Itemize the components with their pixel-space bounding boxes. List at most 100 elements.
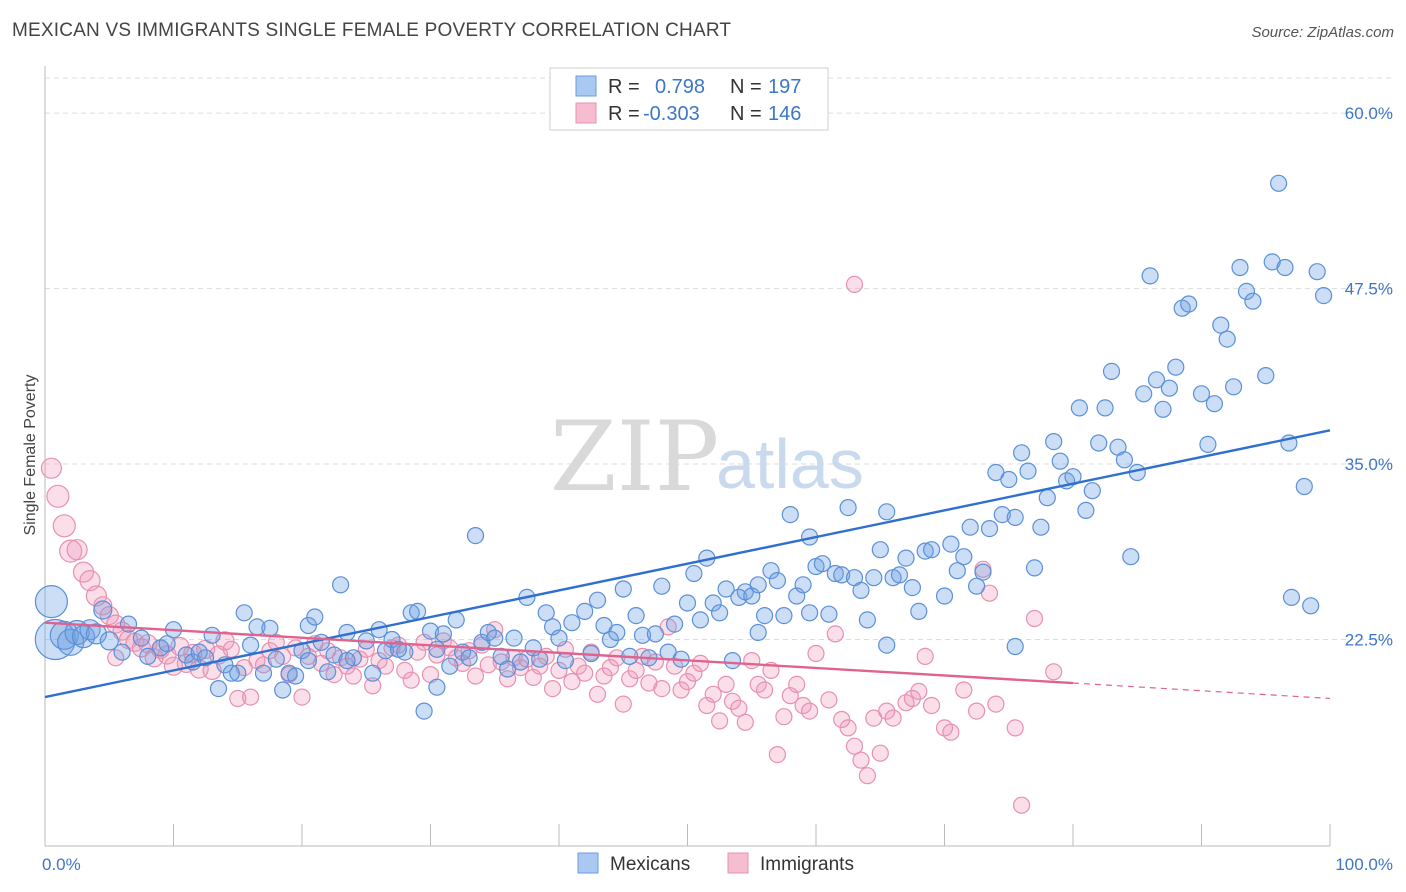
immigrants-point-71 [499, 670, 517, 688]
immigrants-point-97 [665, 657, 684, 675]
mexicans-point-167 [1205, 395, 1224, 413]
chart-title: MEXICAN VS IMMIGRANTS SINGLE FEMALE POVE… [12, 20, 732, 41]
immigrants-point-79 [550, 661, 568, 680]
mexicans-point-190 [274, 681, 292, 699]
immigrants-point-76 [531, 657, 549, 675]
trend-line-mexicans [44, 429, 1331, 699]
legend-r-label-immigrants: R = [608, 103, 640, 125]
immigrants-point-109 [743, 651, 761, 670]
trend-line-immigrants [44, 621, 1074, 685]
immigrants-point-0 [40, 457, 63, 479]
immigrants-point-85 [588, 685, 607, 703]
immigrants-point-108 [736, 713, 754, 731]
mexicans-point-28 [254, 664, 273, 682]
immigrants-point-89 [614, 695, 632, 713]
mexicans-point-52 [428, 678, 446, 696]
mexicans-point-93 [717, 580, 735, 598]
mexicans-point-71 [556, 651, 575, 670]
mexicans-point-133 [980, 519, 999, 538]
bottom-legend-label-mexicans: Mexicans [610, 854, 690, 875]
immigrants-point-35 [267, 633, 285, 651]
mexicans-point-51 [421, 622, 440, 640]
mexicans-point-35 [306, 608, 324, 626]
immigrants-point-78 [543, 679, 562, 698]
bottom-legend-label-immigrants: Immigrants [760, 854, 854, 875]
immigrants-point-133 [910, 682, 928, 701]
mexicans-point-136 [1000, 470, 1018, 489]
mexicans-point-80 [627, 606, 645, 625]
mexicans-point-11 [119, 615, 138, 633]
mexicans-point-194 [531, 650, 549, 668]
mexicans-point-191 [338, 651, 356, 670]
legend-swatch-immigrants [575, 102, 597, 124]
mexicans-point-121 [897, 549, 915, 567]
mexicans-point-155 [1122, 548, 1140, 566]
mexicans-point-102 [775, 606, 793, 625]
mexicans-point-99 [755, 606, 774, 625]
immigrants-point-128 [871, 744, 889, 762]
mexicans-point-127 [942, 535, 960, 553]
mexicans-point-43 [364, 664, 382, 682]
mexicans-point-193 [389, 640, 407, 658]
mexicans-point-39 [332, 576, 350, 594]
mexicans-point-151 [1096, 399, 1114, 417]
mexicans-point-25 [235, 604, 253, 622]
immigrants-point-1 [46, 484, 70, 508]
mexicans-point-183 [1314, 287, 1333, 305]
mexicans-point-188 [878, 636, 896, 654]
mexicans-point-174 [1257, 367, 1275, 385]
mexicans-point-81 [633, 626, 652, 644]
mexicans-point-54 [441, 657, 459, 675]
immigrants-point-95 [653, 679, 671, 698]
mexicans-point-8 [93, 600, 113, 620]
immigrants-point-139 [967, 702, 986, 720]
immigrants-point-103 [704, 685, 722, 703]
immigrants-point-130 [884, 709, 902, 727]
immigrants-point-118 [800, 702, 819, 720]
immigrants-point-106 [723, 692, 742, 710]
mexicans-point-118 [878, 503, 896, 521]
immigrants-point-148 [845, 275, 864, 293]
mexicans-point-116 [865, 569, 883, 587]
x-tick-label-1: 100.0% [1335, 855, 1393, 874]
immigrants-point-125 [852, 751, 870, 769]
mexicans-point-120 [890, 566, 909, 584]
legend-n-value-immigrants: 146 [768, 103, 801, 125]
mexicans-point-110 [826, 564, 844, 583]
mexicans-point-126 [935, 587, 954, 605]
mexicans-point-84 [653, 577, 671, 595]
immigrants-point-143 [1006, 719, 1024, 737]
immigrants-point-39 [293, 688, 311, 706]
mexicans-point-112 [839, 499, 857, 517]
y-tick-label-1: 35.0% [1345, 455, 1393, 474]
watermark-atlas: atlas [716, 425, 864, 503]
mexicans-point-72 [563, 614, 581, 632]
mexicans-point-135 [993, 505, 1011, 524]
mexicans-point-124 [916, 542, 934, 560]
immigrants-point-3 [59, 539, 83, 563]
mexicans-point-30 [267, 650, 285, 668]
mexicans-point-141 [1032, 518, 1050, 536]
mexicans-point-137 [1006, 508, 1024, 527]
mexicans-point-166 [1199, 435, 1217, 453]
tick-labels: 22.5% 35.0% 47.5% 60.0% 0.0% 100.0% [42, 104, 1393, 874]
mexicans-point-53 [434, 625, 452, 643]
mexicans-point-176 [1269, 174, 1288, 192]
mexicans-point-182 [1308, 263, 1326, 281]
mexicans-point-196 [800, 604, 819, 622]
mexicans-point-170 [1224, 378, 1243, 396]
mexicans-point-173 [1244, 292, 1262, 310]
immigrants-point-91 [627, 661, 645, 680]
mexicans-point-184 [299, 651, 317, 670]
immigrants-point-55 [396, 661, 414, 680]
mexicans-point-117 [871, 541, 889, 559]
immigrants-point-135 [922, 696, 941, 715]
mexicans-point-138 [1012, 444, 1031, 462]
immigrants-point-107 [730, 699, 748, 717]
immigrants-point-121 [826, 625, 844, 643]
immigrants-point-124 [845, 737, 864, 755]
mexicans-point-172 [1237, 282, 1256, 300]
immigrants-point-146 [1025, 609, 1044, 628]
immigrants-point-132 [903, 689, 922, 708]
mexicans-point-101 [768, 571, 787, 590]
